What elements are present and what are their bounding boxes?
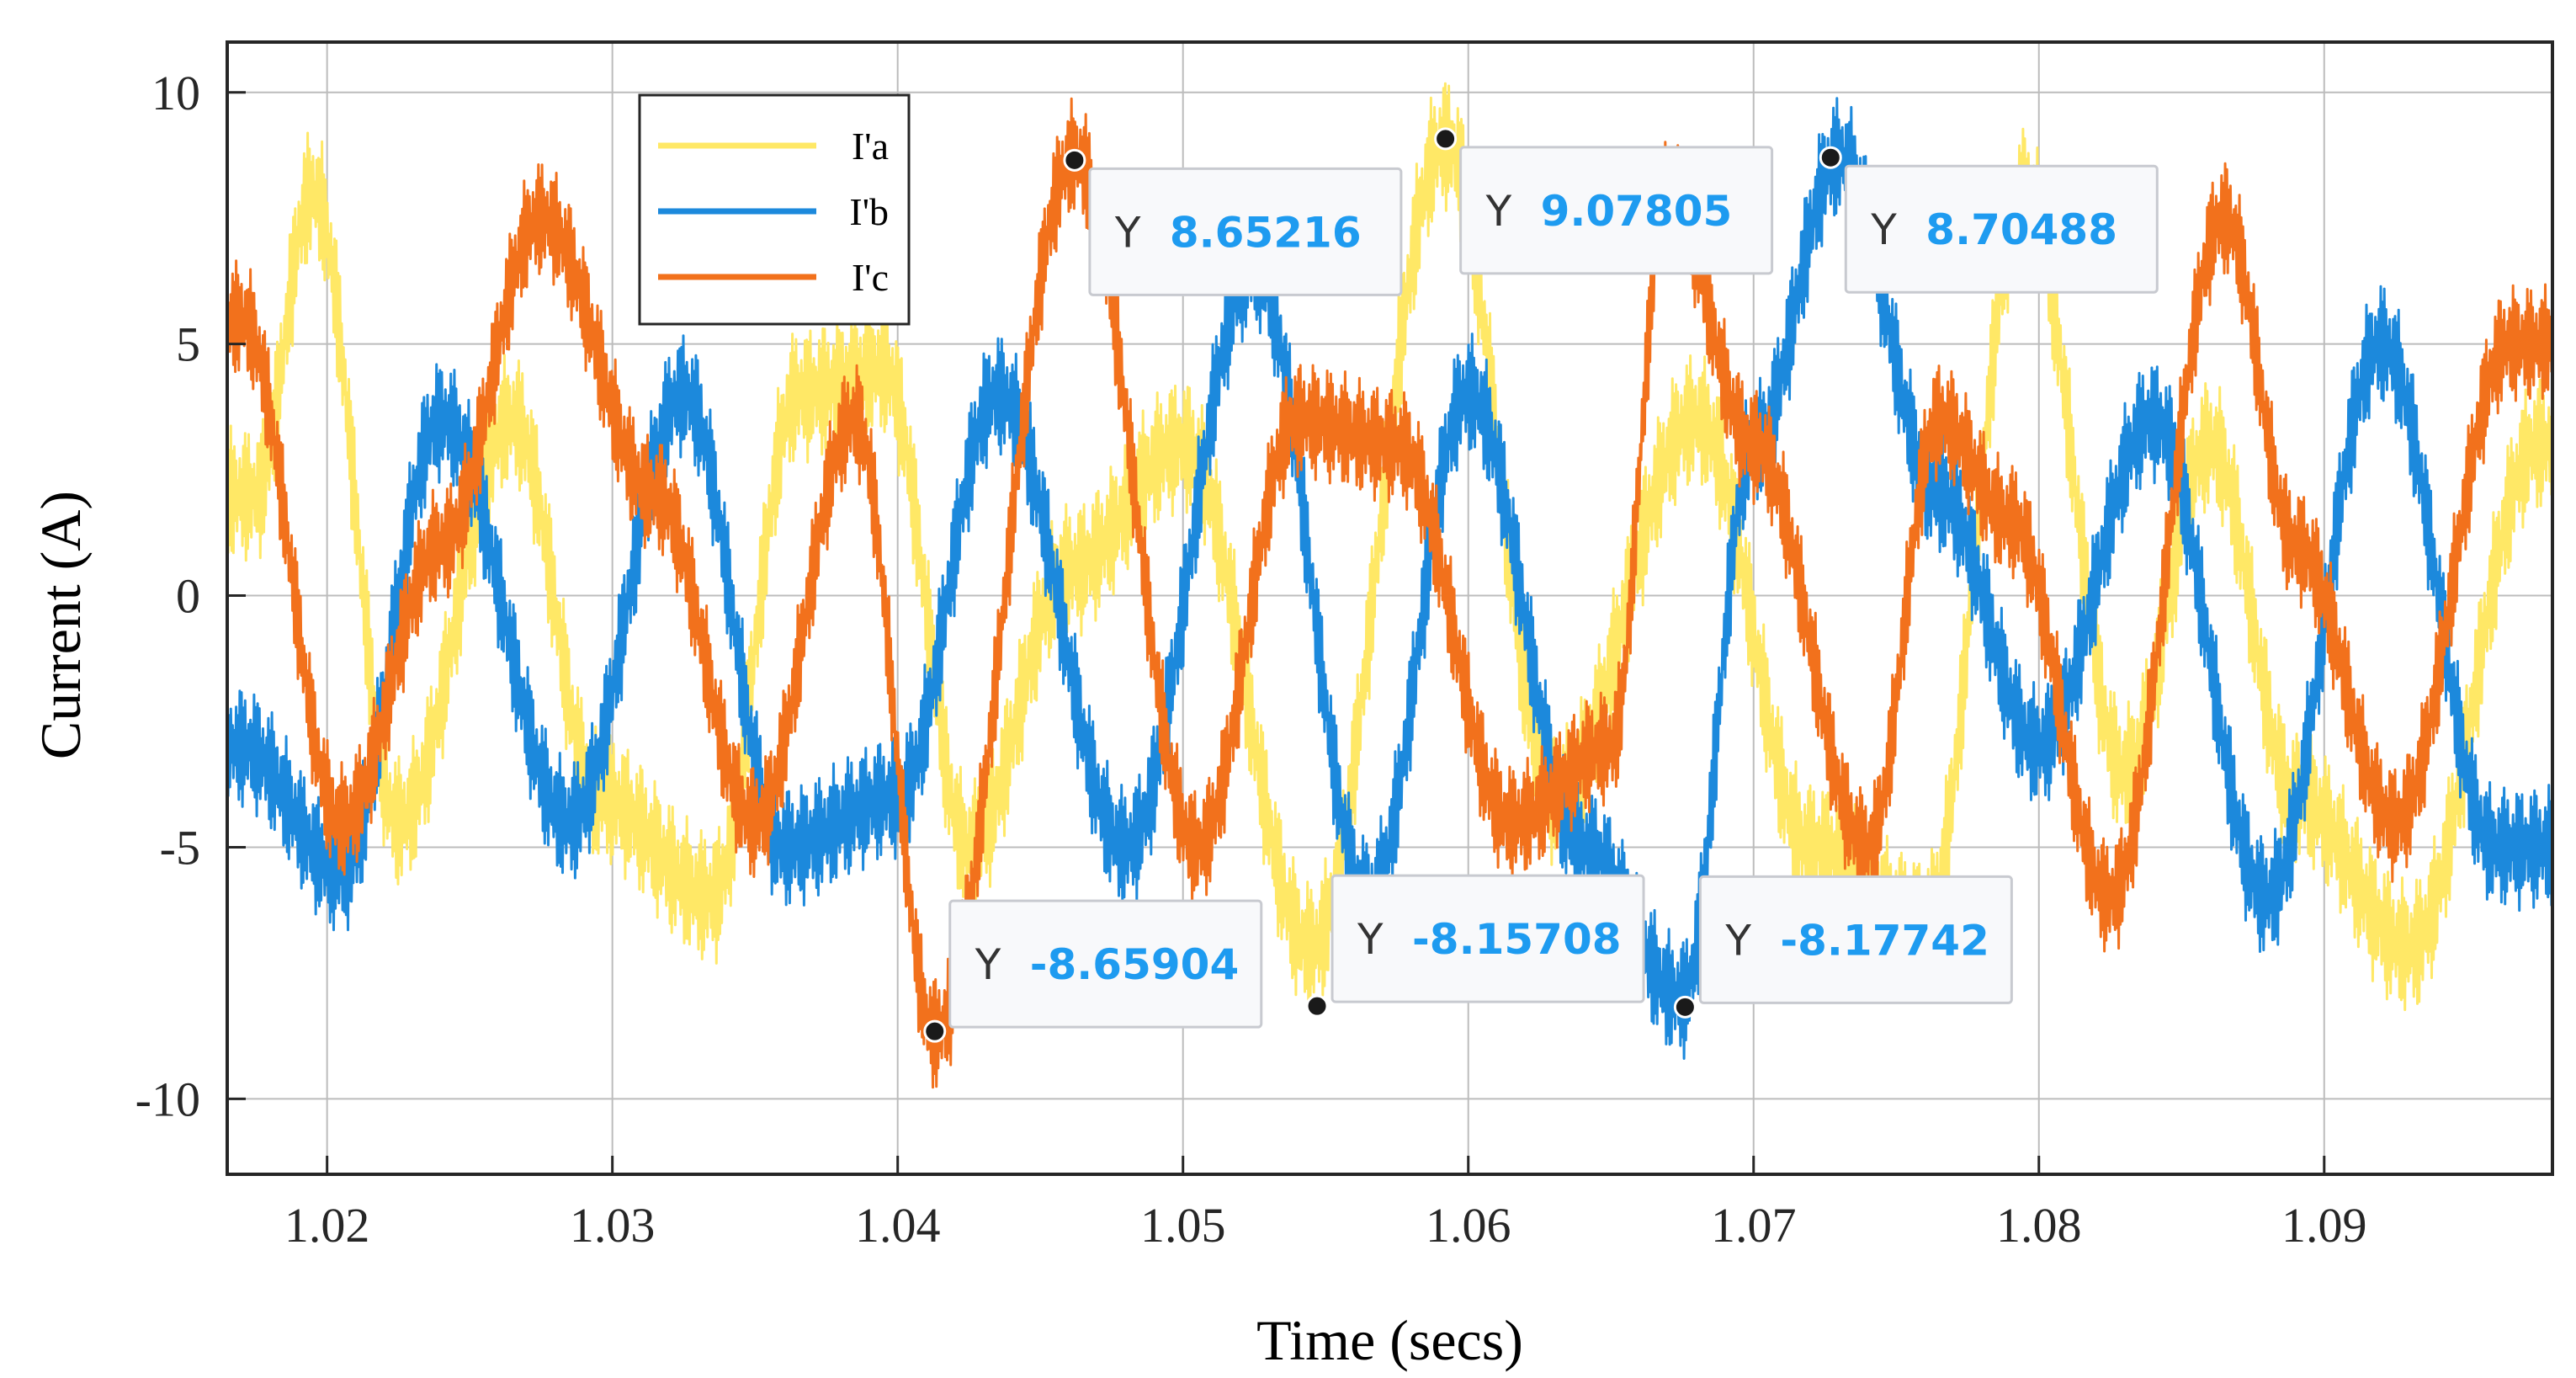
datatip[interactable]: Y 8.70488 — [1819, 146, 2159, 294]
datatip-marker[interactable] — [1673, 995, 1697, 1019]
datatip-box — [1459, 146, 1774, 275]
x-tick-label: 1.03 — [570, 1198, 656, 1253]
datatip-value: -8.65904 — [1030, 940, 1240, 989]
legend-entry-ic: I'c — [852, 256, 889, 299]
datatip[interactable]: Y 9.07805 — [1434, 127, 1774, 275]
datatip-prefix: Y — [975, 940, 1001, 989]
legend[interactable]: I'a I'b I'c — [638, 93, 911, 326]
axis-ticks: 1.02 1.03 1.04 1.05 1.06 1.07 1.08 1.09 10 5 0 -5 -1… — [135, 66, 2367, 1253]
series-line-ib — [226, 97, 2554, 1060]
datatip-box — [948, 899, 1263, 1029]
y-tick-label: -5 — [160, 820, 200, 875]
datatip-box — [1698, 875, 2013, 1004]
datatip-marker[interactable] — [1063, 148, 1086, 172]
x-tick-label: 1.09 — [2281, 1198, 2367, 1253]
plot-series — [226, 82, 2554, 1089]
legend-entry-ia: I'a — [852, 125, 889, 168]
datatip-prefix: Y — [1114, 208, 1141, 257]
x-tick-label: 1.02 — [284, 1198, 370, 1253]
datatip-value: 8.65216 — [1170, 208, 1362, 257]
datatip-prefix: Y — [1357, 915, 1384, 964]
axes-box — [226, 40, 2554, 1176]
datatip-box — [1088, 167, 1403, 296]
datatip-marker[interactable] — [1819, 146, 1842, 169]
legend-entry-ib: I'b — [849, 190, 889, 233]
datatip-prefix: Y — [1724, 916, 1751, 965]
y-axis-label: Current (A) — [29, 491, 93, 759]
x-tick-label: 1.07 — [1711, 1198, 1797, 1253]
x-tick-label: 1.04 — [855, 1198, 941, 1253]
datatip[interactable]: Y -8.65904 — [923, 899, 1263, 1043]
series-line-ic — [226, 97, 2554, 1089]
y-tick-label: 5 — [176, 317, 200, 372]
datatips[interactable]: Y 8.65216 Y 9.07805 Y 8.70488 Y -8.65904 Y -8.157… — [923, 127, 2159, 1043]
datatip-value: -8.17742 — [1780, 916, 1989, 965]
x-tick-label: 1.05 — [1140, 1198, 1226, 1253]
datatip-prefix: Y — [1485, 187, 1512, 236]
datatip-prefix: Y — [1870, 205, 1897, 254]
y-tick-label: 0 — [176, 569, 200, 624]
y-tick-label: -10 — [135, 1072, 200, 1126]
datatip[interactable]: Y -8.17742 — [1673, 875, 2013, 1019]
datatip-value: -8.15708 — [1412, 915, 1622, 964]
x-axis-label: Time (secs) — [1256, 1308, 1523, 1372]
datatip[interactable]: Y 8.65216 — [1063, 148, 1403, 296]
datatip-box — [1330, 874, 1645, 1003]
x-tick-label: 1.06 — [1426, 1198, 1511, 1253]
datatip-value: 9.07805 — [1541, 187, 1733, 236]
y-tick-label: 10 — [151, 66, 200, 120]
datatip[interactable]: Y -8.15708 — [1305, 874, 1645, 1018]
x-tick-label: 1.08 — [1996, 1198, 2082, 1253]
datatip-box — [1844, 164, 2159, 294]
datatip-marker[interactable] — [923, 1019, 947, 1043]
datatip-value: 8.70488 — [1925, 205, 2117, 254]
datatip-marker[interactable] — [1434, 127, 1458, 151]
datatip-marker[interactable] — [1305, 994, 1329, 1018]
